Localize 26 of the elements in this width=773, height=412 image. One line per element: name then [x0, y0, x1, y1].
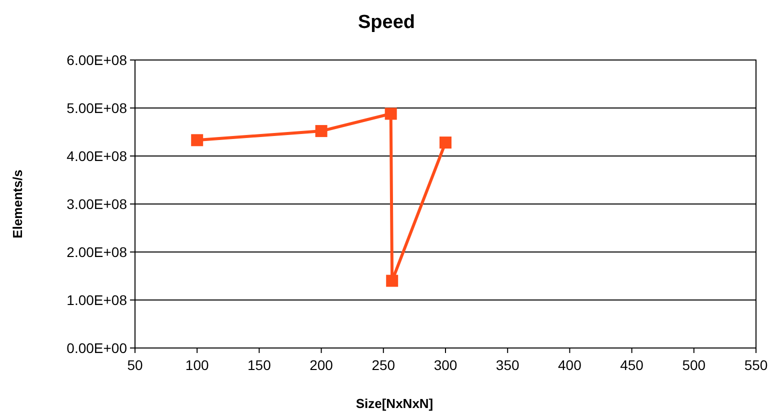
x-tick-label: 200 — [310, 357, 334, 373]
x-axis-title: Size[NxNxN] — [356, 396, 434, 411]
x-tick-label: 50 — [127, 357, 143, 373]
y-tick-label: 0.00E+00 — [66, 340, 128, 356]
y-tick-label: 1.00E+08 — [66, 292, 128, 308]
point — [386, 274, 398, 287]
point — [440, 136, 452, 149]
point — [191, 134, 204, 146]
chart-title: Speed — [358, 12, 416, 33]
y-axis-title: Elements/s — [10, 170, 25, 238]
x-tick-label: 400 — [558, 357, 582, 373]
x-tick-label: 250 — [372, 357, 396, 373]
y-tick-label: 6.00E+08 — [66, 52, 128, 68]
x-tick-label: 350 — [496, 357, 520, 373]
x-tick-label: 500 — [682, 357, 706, 373]
x-tick-label: 300 — [434, 357, 458, 373]
y-tick-label: 3.00E+08 — [66, 196, 128, 212]
y-tick-label: 5.00E+08 — [66, 100, 128, 116]
x-tick-label: 100 — [185, 357, 209, 373]
y-tick-label: 4.00E+08 — [66, 148, 128, 164]
point — [384, 108, 397, 120]
x-tick-label: 550 — [744, 357, 768, 373]
x-tick-label: 450 — [620, 357, 644, 373]
point — [315, 125, 328, 138]
y-tick-label: 2.00E+08 — [66, 244, 128, 260]
x-tick-label: 150 — [248, 357, 272, 373]
